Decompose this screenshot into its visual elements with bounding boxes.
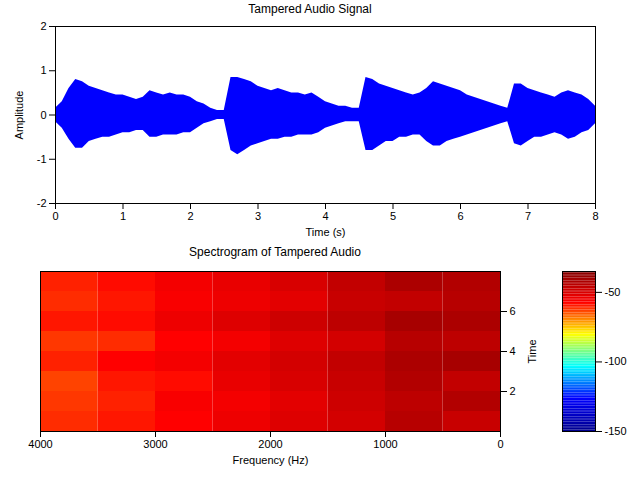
svg-text:2: 2 <box>510 385 516 397</box>
svg-text:-150: -150 <box>605 425 627 437</box>
svg-text:4000: 4000 <box>28 438 52 450</box>
svg-text:-50: -50 <box>605 286 621 298</box>
svg-text:6: 6 <box>510 305 516 317</box>
svg-text:1: 1 <box>40 64 46 76</box>
svg-text:3000: 3000 <box>143 438 167 450</box>
svg-text:2000: 2000 <box>258 438 282 450</box>
svg-text:Time (s): Time (s) <box>306 226 346 238</box>
svg-text:0: 0 <box>52 210 58 222</box>
svg-text:0: 0 <box>497 438 503 450</box>
svg-text:1000: 1000 <box>373 438 397 450</box>
svg-text:0: 0 <box>40 109 46 121</box>
svg-text:3: 3 <box>255 210 261 222</box>
svg-text:Time: Time <box>526 339 538 363</box>
svg-text:5: 5 <box>390 210 396 222</box>
svg-text:2: 2 <box>40 20 46 32</box>
svg-text:8: 8 <box>592 210 598 222</box>
svg-text:-2: -2 <box>37 197 47 209</box>
html-text:Tampered Audio Signal: Tampered Audio Signal <box>248 2 372 16</box>
svg-text:2: 2 <box>187 210 193 222</box>
svg-text:-1: -1 <box>37 153 47 165</box>
svg-text:7: 7 <box>525 210 531 222</box>
html-text:Spectrogram of Tampered Audio: Spectrogram of Tampered Audio <box>189 245 361 259</box>
svg-text:4: 4 <box>510 345 516 357</box>
svg-text:Frequency (Hz): Frequency (Hz) <box>233 454 309 466</box>
svg-text:-100: -100 <box>605 355 627 367</box>
svg-text:4: 4 <box>322 210 328 222</box>
svg-text:6: 6 <box>457 210 463 222</box>
svg-text:Amplitude: Amplitude <box>13 91 25 140</box>
svg-text:1: 1 <box>120 210 126 222</box>
